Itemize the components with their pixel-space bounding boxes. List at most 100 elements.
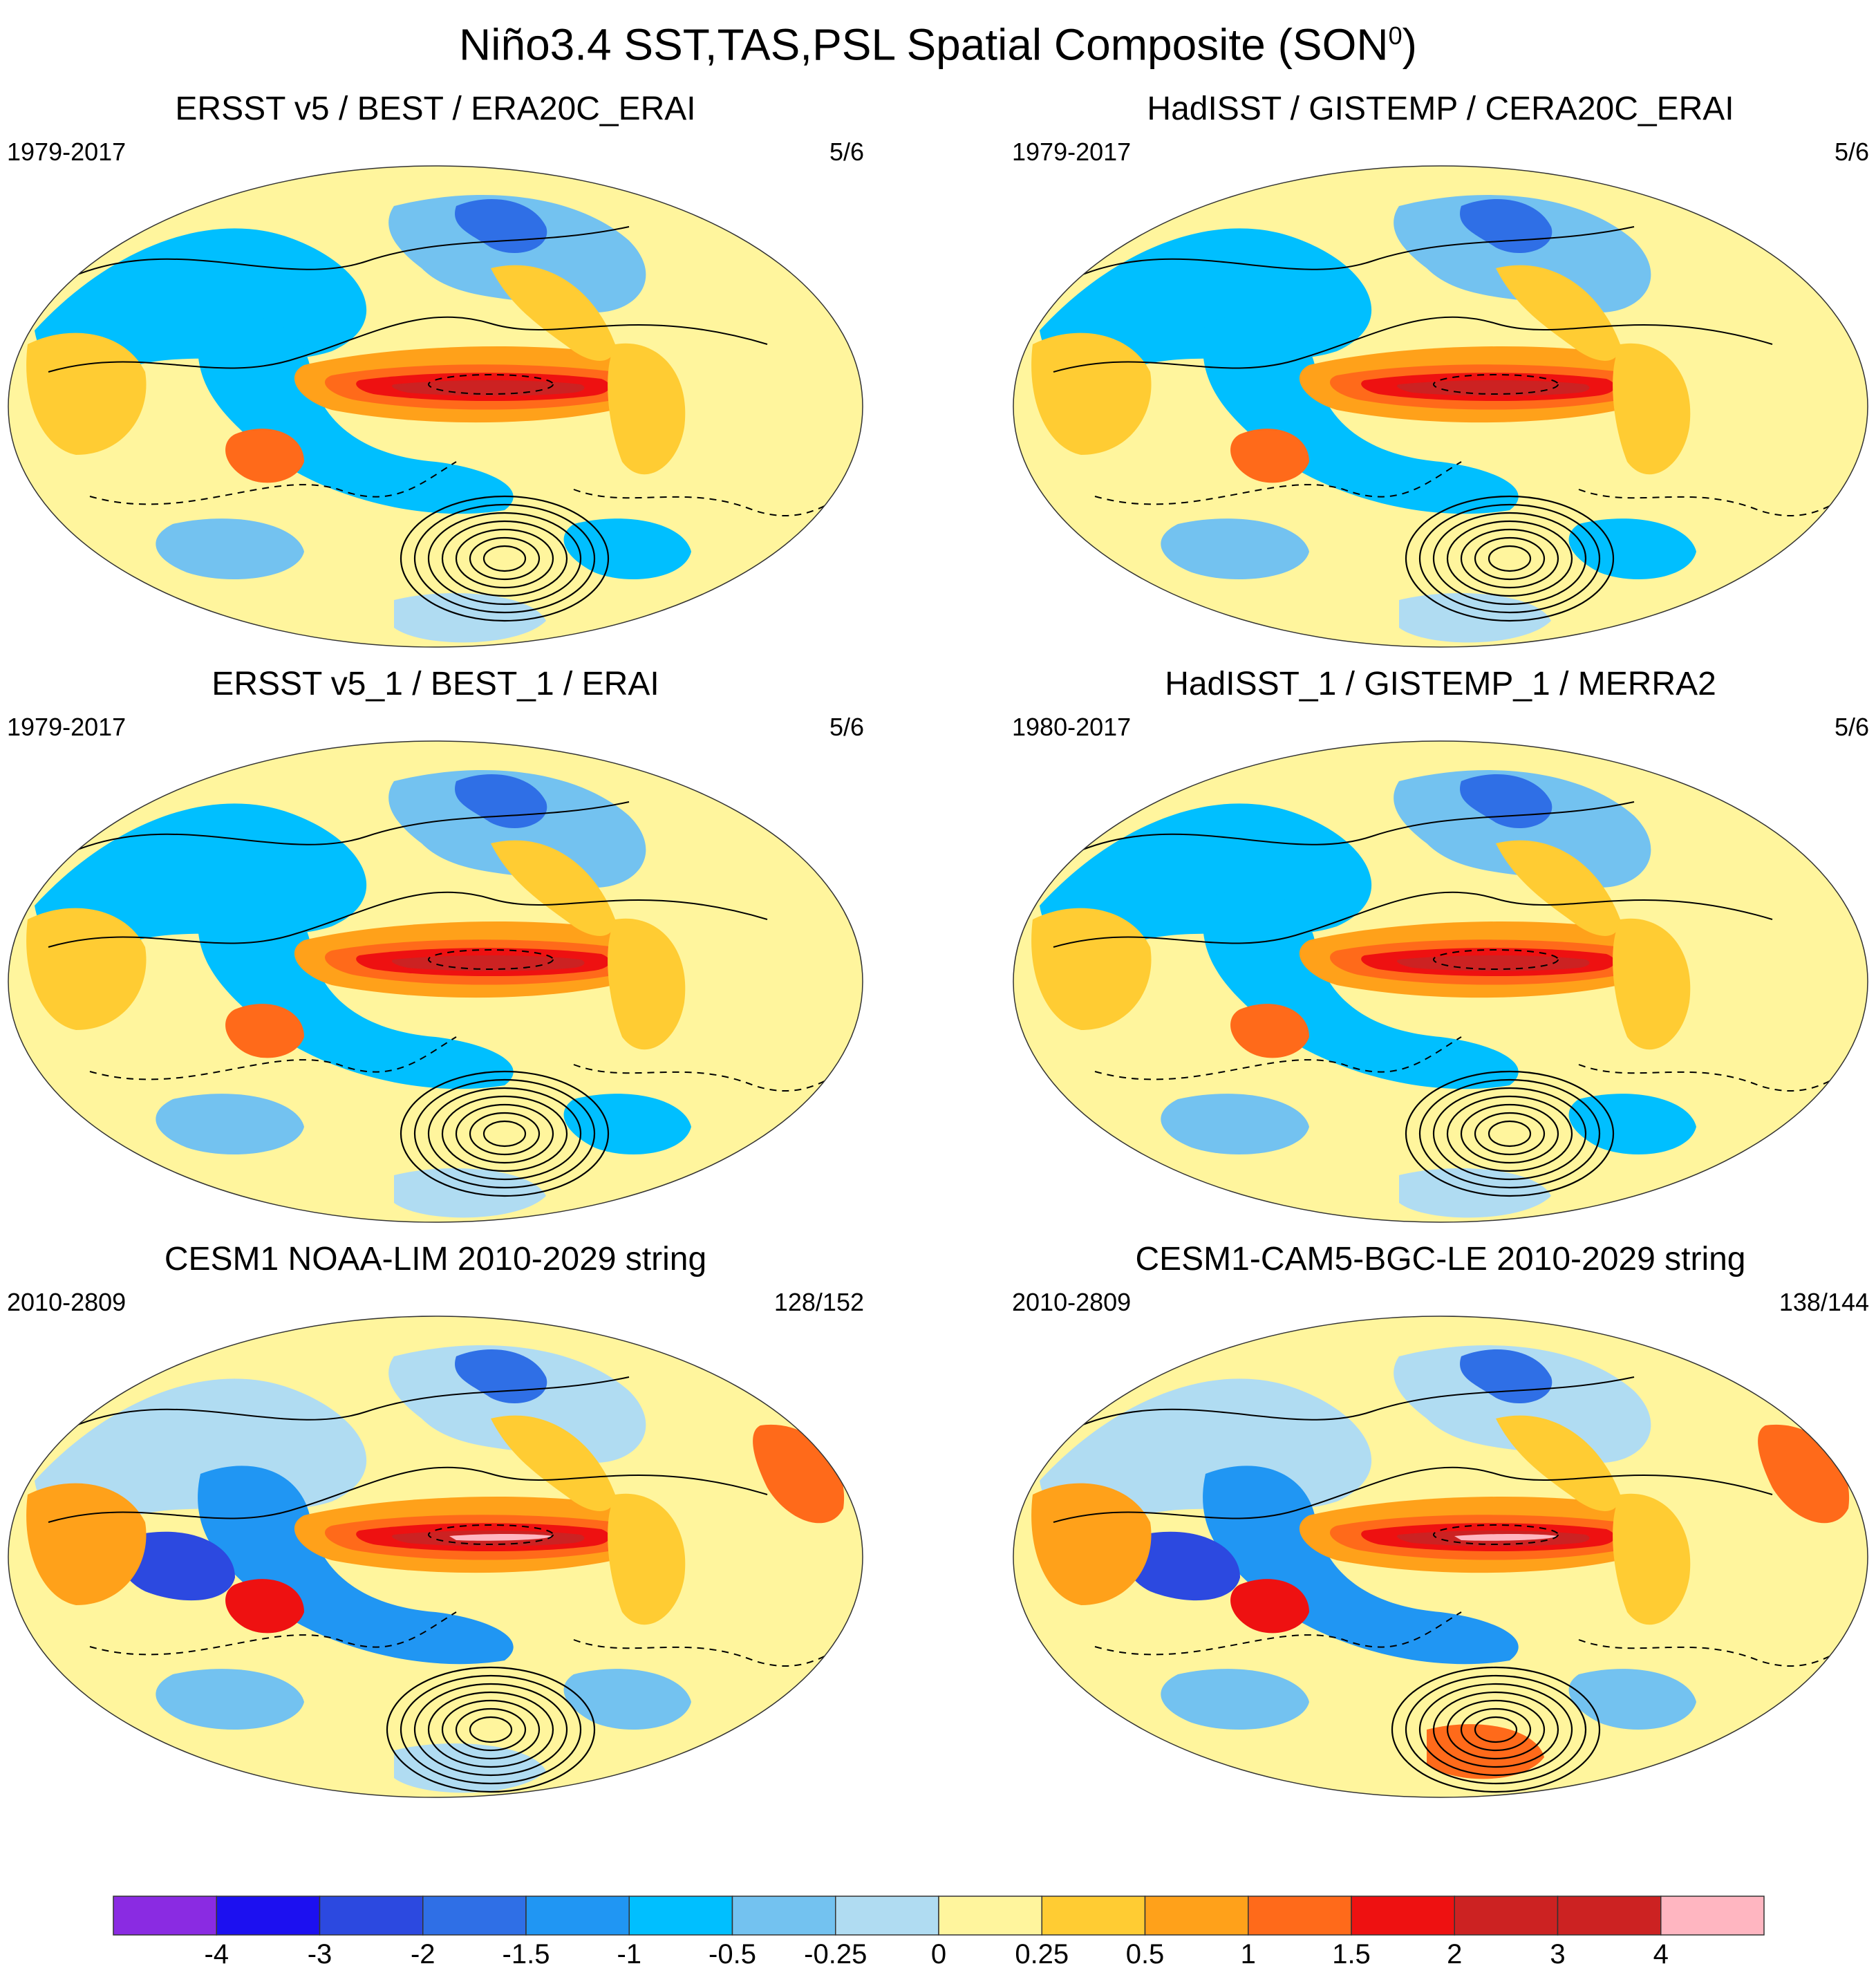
psl-contour bbox=[400, 1674, 582, 1785]
map-panel-5 bbox=[8, 1316, 863, 1798]
psl-contour bbox=[1405, 1070, 1615, 1197]
psl-contour bbox=[1460, 1103, 1559, 1164]
psl-contour bbox=[1405, 1674, 1587, 1785]
west-pacific-cool-region bbox=[1203, 890, 1519, 1089]
panel-count: 5/6 bbox=[1834, 138, 1869, 166]
psl-contour bbox=[1460, 528, 1559, 589]
psl-contour bbox=[482, 545, 527, 572]
psl-contour-dashed bbox=[428, 374, 554, 395]
psl-contour-dashed bbox=[89, 1611, 457, 1656]
panel-count: 128/152 bbox=[773, 1288, 864, 1316]
south-america-warm-region bbox=[608, 918, 686, 1050]
psl-contour bbox=[1446, 1095, 1573, 1172]
psl-contour-dashed bbox=[573, 489, 851, 516]
psl-contour bbox=[1474, 1112, 1546, 1156]
psl-contour bbox=[482, 1120, 527, 1148]
psl-contour bbox=[469, 1112, 541, 1156]
psl-contour-dashed bbox=[573, 1064, 851, 1092]
australia-warm-region bbox=[1230, 1004, 1309, 1058]
psl-contour bbox=[400, 495, 610, 622]
colorbar-box bbox=[1557, 1896, 1662, 1936]
southern-ocean-cool-region bbox=[156, 1094, 304, 1154]
nh-cool-region-east bbox=[388, 195, 646, 312]
psl-contour-dashed bbox=[1094, 461, 1462, 505]
western-warm-region bbox=[1031, 908, 1152, 1030]
enso-extreme-core bbox=[1454, 1534, 1558, 1541]
psl-contour bbox=[441, 520, 568, 597]
psl-contour bbox=[1446, 1699, 1546, 1760]
psl-contour bbox=[441, 1095, 568, 1172]
map-outline bbox=[8, 165, 863, 648]
colorbar-tick-label: -0.25 bbox=[804, 1939, 867, 1969]
psl-contour bbox=[1474, 1716, 1518, 1743]
map-panel-1 bbox=[8, 165, 863, 648]
psl-contour bbox=[413, 1078, 596, 1189]
colorbar-tick-label: 1 bbox=[1240, 1939, 1256, 1969]
psl-contour bbox=[1053, 316, 1773, 373]
panel-years: 1980-2017 bbox=[1012, 713, 1132, 741]
southern-ocean-cool-region bbox=[1161, 1094, 1309, 1154]
west-pacific-cool-region bbox=[1203, 1466, 1519, 1665]
colorbar-tick-label: 0.5 bbox=[1125, 1939, 1165, 1969]
psl-contour bbox=[1418, 1683, 1573, 1777]
panel-title: CESM1 NOAA-LIM 2010-2029 string bbox=[164, 1241, 707, 1278]
south-atlantic-cool-region bbox=[563, 1094, 691, 1154]
australia-warm-region bbox=[225, 1579, 304, 1634]
australia-warm-region bbox=[225, 429, 304, 483]
nh-cool-region-east bbox=[1394, 195, 1651, 312]
psl-contour-dashed bbox=[89, 1036, 457, 1080]
western-warm-region bbox=[26, 333, 147, 455]
psl-contour-dashed bbox=[428, 1524, 554, 1545]
south-america-warm-region bbox=[1613, 343, 1691, 475]
panel-1: ERSST v5 / BEST / ERA20C_ERAI 1979-2017 … bbox=[7, 88, 864, 648]
psl-contour bbox=[427, 1087, 582, 1181]
colorbar-box bbox=[1660, 1896, 1765, 1936]
maritime-continent-cold-core bbox=[119, 1531, 235, 1601]
colorbar-box bbox=[628, 1896, 733, 1936]
maritime-continent-cold-core bbox=[1124, 1531, 1240, 1601]
western-warm-region bbox=[1031, 333, 1152, 455]
west-pacific-cool-region bbox=[198, 315, 514, 514]
south-atlantic-cool-region bbox=[563, 518, 691, 579]
colorbar-tick-label: 2 bbox=[1447, 1939, 1463, 1969]
colorbar-box bbox=[731, 1896, 836, 1936]
panel-years: 1979-2017 bbox=[7, 138, 126, 166]
enso-peak-core bbox=[1396, 380, 1590, 396]
colorbar-box bbox=[835, 1896, 939, 1936]
ne-pacific-warm-region bbox=[1496, 840, 1620, 936]
colorbar-box bbox=[1144, 1896, 1249, 1936]
panel-count: 5/6 bbox=[1834, 713, 1869, 741]
west-pacific-cool-region bbox=[1203, 315, 1519, 514]
psl-contour bbox=[48, 316, 768, 373]
psl-contour bbox=[427, 512, 582, 606]
south-atlantic-cool-region bbox=[563, 1669, 691, 1730]
south-atlantic-cool-region bbox=[1568, 518, 1696, 579]
south-atlantic-cool-region bbox=[1568, 1094, 1696, 1154]
south-america-warm-region bbox=[608, 343, 686, 475]
psl-contour bbox=[1080, 1376, 1635, 1426]
psl-contour bbox=[48, 891, 768, 948]
psl-contour bbox=[1080, 801, 1635, 851]
ne-pacific-warm-region bbox=[491, 840, 615, 936]
nh-cool-region-east bbox=[1394, 770, 1651, 888]
panel-title: HadISST_1 / GISTEMP_1 / MERRA2 bbox=[1165, 666, 1716, 702]
colorbar-tick-label: -3 bbox=[307, 1939, 332, 1969]
panel-6: CESM1-CAM5-BGC-LE 2010-2029 string 2010-… bbox=[1012, 1239, 1869, 1799]
psl-contour bbox=[1080, 226, 1635, 276]
enso-peak-core bbox=[1396, 955, 1590, 971]
psl-contour bbox=[48, 1466, 768, 1523]
psl-contour-dashed bbox=[1578, 1064, 1856, 1092]
colorbar-tick-label: 3 bbox=[1550, 1939, 1566, 1969]
colorbar-tick-label: -4 bbox=[204, 1939, 229, 1969]
map-outline bbox=[8, 740, 863, 1223]
western-warm-region bbox=[1031, 1483, 1152, 1605]
australia-warm-region bbox=[1230, 429, 1309, 483]
nh-cool-region-east bbox=[388, 770, 646, 888]
colorbar-tick-label: 4 bbox=[1653, 1939, 1669, 1969]
panel-3: ERSST v5_1 / BEST_1 / ERAI 1979-2017 5/6 bbox=[7, 664, 864, 1224]
western-warm-region bbox=[26, 1483, 147, 1605]
colorbar-tick-label: 0 bbox=[930, 1939, 947, 1969]
psl-contour bbox=[75, 1376, 630, 1426]
colorbar-box bbox=[1248, 1896, 1352, 1936]
southern-ocean-cool-region bbox=[156, 518, 304, 579]
